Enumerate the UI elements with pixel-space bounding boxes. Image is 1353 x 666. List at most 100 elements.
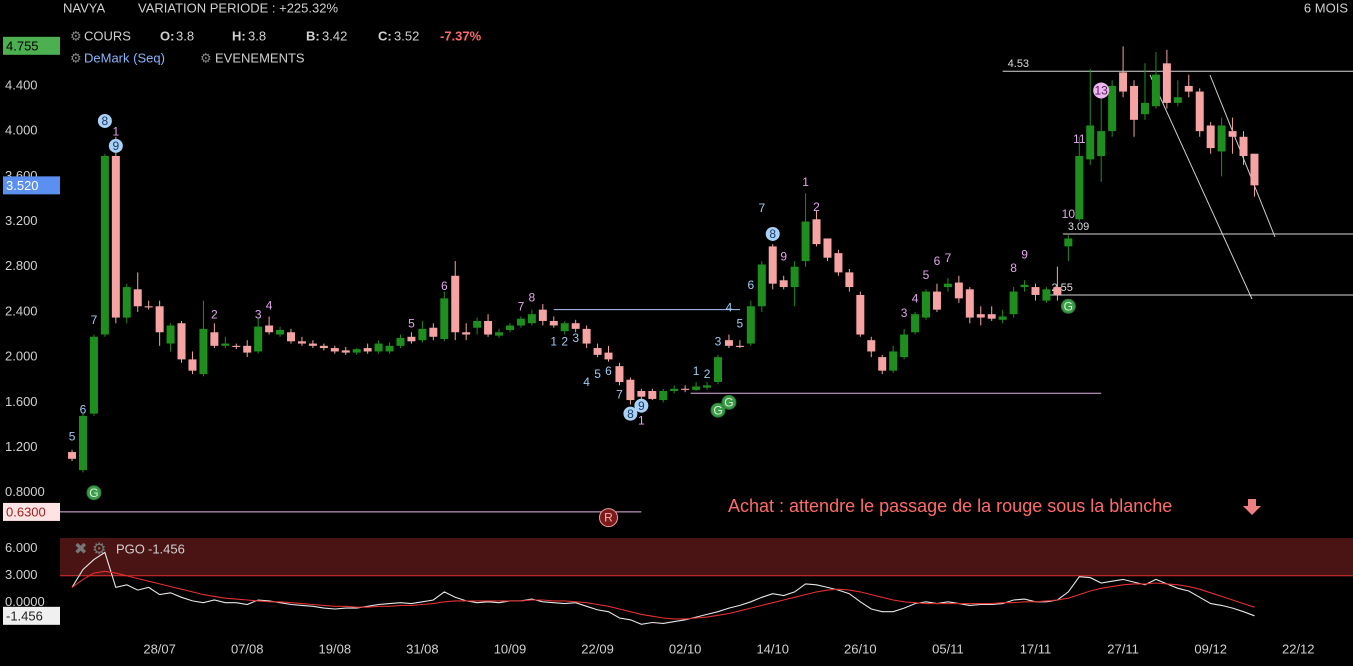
- events[interactable]: EVENEMENTS: [215, 50, 305, 65]
- candle-body: [834, 253, 843, 273]
- gear-icon[interactable]: ⚙: [70, 28, 82, 43]
- candle-body: [1119, 72, 1128, 92]
- count-label: 10: [1062, 207, 1076, 221]
- count-badge: [97, 113, 112, 128]
- count-label: 7: [945, 251, 952, 265]
- value-marker-label: -1.456: [6, 608, 43, 623]
- count-label: 7: [518, 299, 525, 313]
- candle-body: [911, 314, 920, 333]
- gear-icon[interactable]: ⚙: [200, 50, 212, 65]
- candle-body: [308, 343, 317, 346]
- count-label: R: [604, 511, 613, 525]
- candle-body: [659, 391, 668, 401]
- candle-body: [1140, 102, 1149, 115]
- count-label: 1: [550, 334, 557, 348]
- price-marker: [3, 176, 60, 195]
- candle-body: [473, 320, 482, 328]
- count-label: 6: [934, 254, 941, 268]
- candle-body: [341, 350, 350, 353]
- count-label: 7: [616, 388, 623, 402]
- candle-body: [363, 348, 372, 352]
- candle-body: [484, 320, 493, 335]
- x-tick-label: 05/11: [932, 641, 964, 656]
- count-badge: [634, 398, 649, 413]
- price-marker: [3, 36, 60, 55]
- count-label: 7: [91, 313, 98, 327]
- candle-body: [330, 348, 339, 352]
- demark[interactable]: DeMark (Seq): [84, 50, 165, 65]
- candle-body: [144, 306, 153, 308]
- period[interactable]: 6 MOIS: [1304, 0, 1348, 15]
- indicator: COURS: [84, 28, 131, 43]
- count-label: 6: [747, 278, 754, 292]
- count-label: 3: [255, 307, 262, 321]
- y-tick-label: 0.8000: [5, 484, 45, 499]
- candle-body: [965, 289, 974, 318]
- count-label: 4: [583, 375, 590, 389]
- candle-body: [122, 287, 131, 318]
- level-label: 3.09: [1068, 221, 1089, 233]
- variation: VARIATION PERIODE : +225.32%: [138, 0, 338, 15]
- candle-body: [210, 332, 219, 346]
- count-badge: [108, 138, 123, 153]
- candle-body: [1173, 97, 1182, 103]
- candle-body: [462, 332, 471, 335]
- candle-body: [823, 238, 832, 258]
- candle-body: [779, 280, 788, 288]
- candle-body: [703, 385, 712, 388]
- low-value: 3.42: [322, 28, 347, 43]
- x-tick-label: 09/12: [1194, 641, 1227, 656]
- y-tick-label: 1.600: [5, 394, 38, 409]
- candle-body: [538, 309, 547, 321]
- high-value: 3.8: [248, 28, 266, 43]
- candle-body: [681, 388, 690, 390]
- count-badge: [1093, 82, 1110, 99]
- y-tick-label: 3.200: [5, 213, 38, 228]
- candle-body: [319, 345, 328, 349]
- count-badge: [721, 394, 737, 410]
- count-label: 6: [605, 364, 612, 378]
- low-label: B:: [306, 28, 320, 43]
- candle-body: [1162, 63, 1171, 103]
- x-tick-label: 31/08: [406, 641, 439, 656]
- gear-icon[interactable]: ⚙: [92, 541, 106, 558]
- count-label: 6: [80, 402, 87, 416]
- pgo-name: PGO: [116, 541, 145, 556]
- candle-body: [692, 386, 701, 390]
- count-label: 2: [561, 334, 568, 348]
- candle-body: [604, 352, 613, 360]
- candle-body: [505, 325, 514, 330]
- candle-body: [385, 345, 394, 352]
- count-label: 5: [737, 316, 744, 330]
- candle-body: [396, 337, 405, 346]
- candle-body: [155, 306, 164, 333]
- count-label: 1: [638, 414, 645, 428]
- value-marker: [3, 606, 60, 625]
- candle-body: [429, 327, 438, 337]
- candle-body: [451, 275, 460, 333]
- candle-body: [954, 282, 963, 299]
- candle-body: [243, 345, 252, 353]
- count-label: 3: [715, 334, 722, 348]
- y-tick-label: 2.400: [5, 303, 38, 318]
- close-label: C:: [378, 28, 392, 43]
- open-label: O:: [160, 28, 174, 43]
- price-marker: [3, 502, 60, 521]
- count-label: 4: [726, 301, 733, 315]
- gear-icon[interactable]: ⚙: [70, 50, 82, 65]
- candle-body: [133, 289, 142, 307]
- count-label: 1: [802, 175, 809, 189]
- overbought-zone: [60, 538, 1353, 576]
- pgo-value: -1.456: [148, 541, 185, 556]
- candle-body: [1053, 287, 1062, 295]
- candle-body: [177, 323, 186, 360]
- symbol: NAVYA: [63, 0, 105, 15]
- candle-body: [352, 349, 361, 353]
- close-icon[interactable]: ✖: [74, 541, 87, 558]
- open-value: 3.8: [176, 28, 194, 43]
- candle-body: [637, 391, 646, 397]
